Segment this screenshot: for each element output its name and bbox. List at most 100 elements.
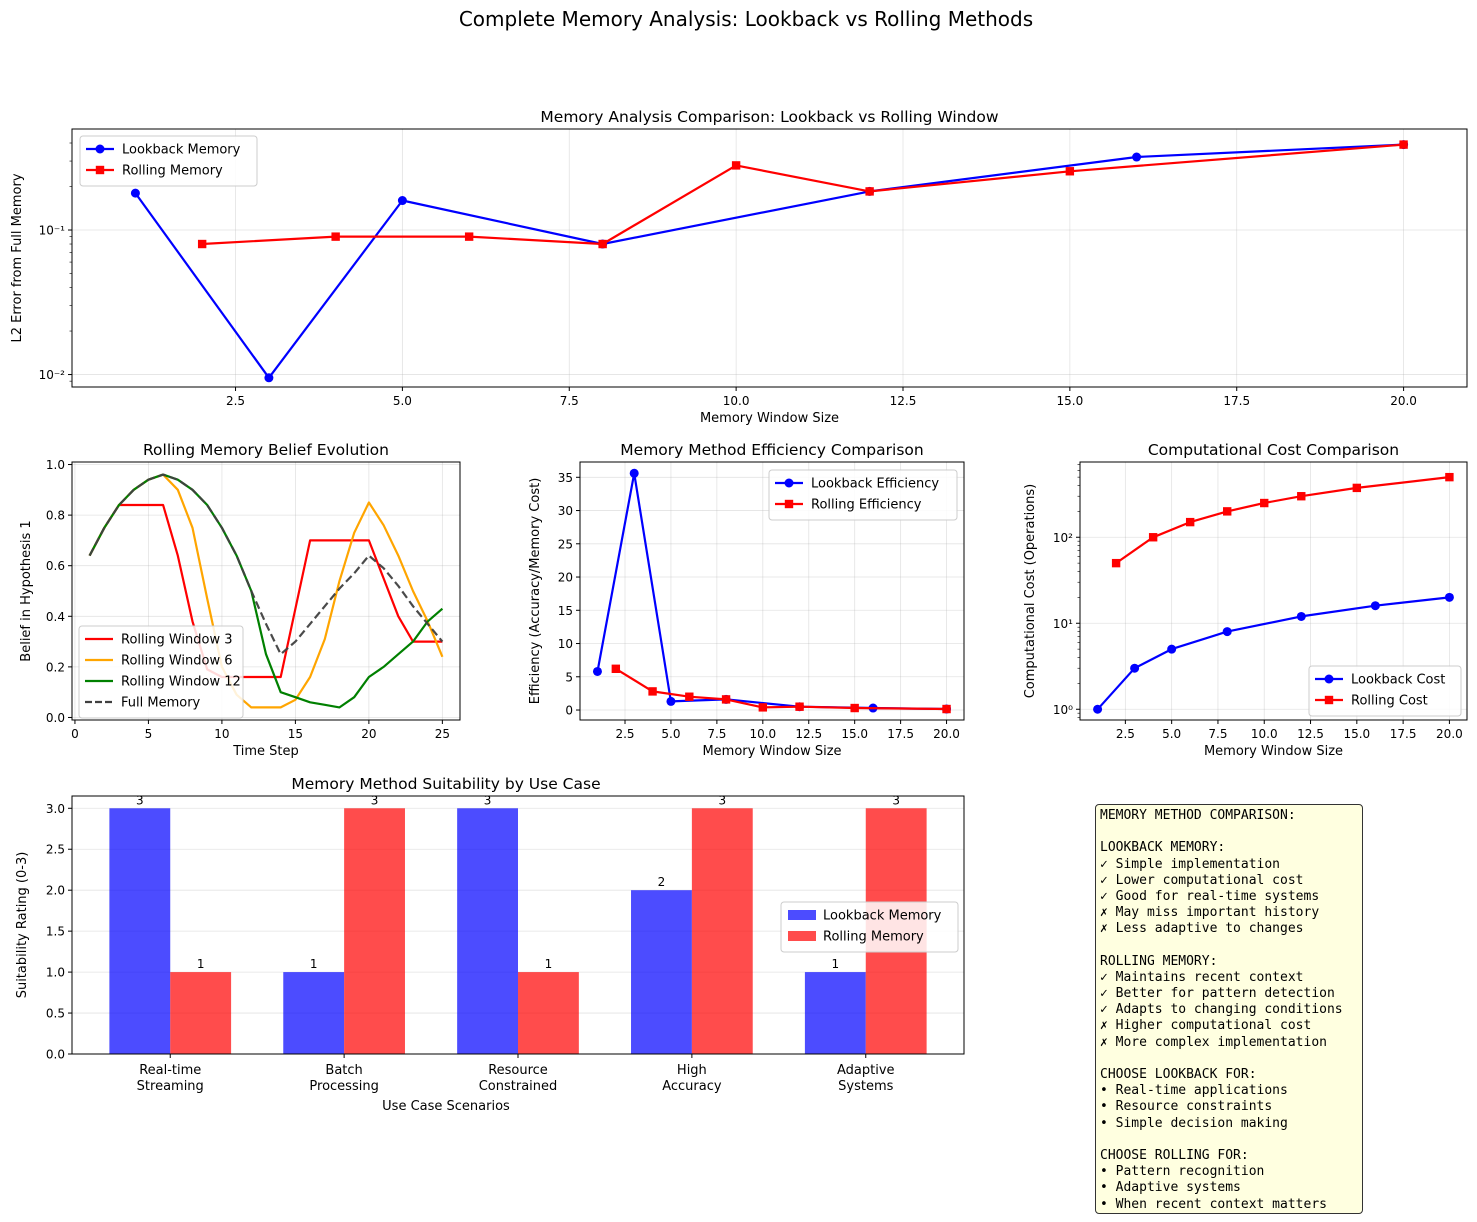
bar-value-label: 3 (718, 793, 726, 807)
tick-label-x: 12.5 (1297, 727, 1324, 741)
tick-label-x: 20 (361, 727, 376, 741)
legend-marker (784, 499, 794, 509)
chart-title: Memory Method Efficiency Comparison (620, 441, 923, 459)
chart-l2: 2.5 5.0 7.5 10.0 12.5 15.0 17.5 20.0 10⁻² 10⁻¹ Mem… (10, 108, 1468, 426)
tick-label-x: 15 (288, 727, 303, 741)
legend-marker (1324, 674, 1334, 684)
data-point (1399, 140, 1408, 149)
data-point (1445, 472, 1454, 482)
legend-marker (95, 165, 105, 175)
chart-cost: 2.5 5.0 7.5 10.0 12.5 15.0 17.5 20.0 10⁰ 10¹ 10² Co… (1023, 441, 1468, 759)
data-point (1370, 601, 1380, 611)
category-label: Systems (838, 1079, 893, 1094)
legend-box (1308, 665, 1462, 717)
tick-label-x: 7.5 (560, 394, 579, 408)
note-line: LOOKBACK MEMORY: (1100, 840, 1226, 856)
tick-label-x: 10 (214, 727, 229, 741)
data-point (758, 703, 768, 712)
data-point (795, 702, 804, 711)
tick-label-y: 0.6 (46, 559, 65, 573)
tick-label-x: 17.5 (1223, 394, 1250, 408)
note-line: ROLLING MEMORY: (1100, 953, 1218, 969)
category-label: High (677, 1063, 707, 1078)
axis-label-y: Suitability Rating (0-3) (15, 852, 30, 999)
bar-0-4 (804, 972, 866, 1054)
tick-label-x: 10.0 (749, 727, 776, 741)
data-point (592, 666, 602, 676)
tick-label-y: 2.0 (46, 884, 65, 898)
bar-value-label: 3 (484, 793, 492, 807)
tick-label-y: 0 (565, 704, 573, 718)
tick-label-y: 0.0 (46, 711, 65, 725)
bar-0-1 (283, 972, 345, 1054)
tick-label-x: 17.5 (1390, 727, 1417, 741)
note-line: ✓ Better for pattern detection (1100, 986, 1335, 1002)
data-point (331, 232, 340, 241)
tick-label-x: 20.0 (1436, 727, 1463, 741)
tick-label-y: 0.4 (46, 610, 65, 624)
data-point (629, 468, 639, 478)
note-line: • Pattern recognition (1100, 1164, 1265, 1180)
bar-value-label: 1 (832, 957, 840, 971)
note-line: • Adaptive systems (1100, 1180, 1241, 1196)
figure-suptitle: Complete Memory Analysis: Lookback vs Ro… (459, 7, 1033, 31)
tick-label-y: 15 (558, 604, 573, 618)
note-blank-line (1100, 938, 1358, 954)
data-point (264, 373, 274, 383)
tick-label-y: 10⁻² (39, 368, 66, 382)
tick-label-y: 0.8 (46, 509, 65, 523)
data-point (721, 695, 731, 704)
legend-entry-label: Rolling Window 6 (121, 654, 233, 669)
tick-label-y: 2.5 (46, 843, 65, 857)
note-line: ✓ Simple implementation (1100, 856, 1281, 872)
tick-label-y: 0.5 (46, 1007, 65, 1021)
data-point (1167, 644, 1177, 654)
tick-label-y: 1.0 (46, 458, 65, 472)
tick-label-y: 35 (558, 471, 573, 485)
legend-marker (95, 144, 105, 154)
category-label: Constrained (479, 1079, 558, 1094)
tick-label-x: 17.5 (887, 727, 914, 741)
tick-label-y: 0.0 (46, 1048, 65, 1062)
note-line: MEMORY METHOD COMPARISON: (1100, 808, 1296, 823)
bar-1-0 (170, 972, 232, 1054)
data-point (464, 232, 474, 241)
bar-1-3 (691, 808, 753, 1054)
data-point (1185, 517, 1195, 527)
chart-belief: 0 5 10 15 20 25 0.0 0.2 0.4 0.6 0.8 1.0 Rolling Memo… (19, 441, 461, 759)
tick-label-x: 2.5 (615, 727, 634, 741)
axis-label-y: Belief in Hypothesis 1 (19, 520, 34, 661)
axes-frame (1079, 461, 1468, 721)
bar-1-1 (344, 808, 405, 1054)
tick-label-x: 10.0 (723, 394, 750, 408)
axis-label-y: Computational Cost (Operations) (1023, 484, 1038, 699)
axes-frame (71, 128, 1468, 388)
tick-label-x: 15.0 (841, 727, 868, 741)
chart-title: Memory Analysis Comparison: Lookback vs … (540, 108, 998, 126)
bar-value-label: 1 (545, 957, 553, 971)
data-point (731, 161, 741, 170)
category-label: Adaptive (837, 1063, 895, 1078)
bar-0-2 (457, 808, 518, 1054)
series-line-3 (88, 473, 444, 656)
series-line-1 (1115, 476, 1450, 565)
legend-entry-label: Rolling Cost (1351, 694, 1428, 709)
axis-label-x: Memory Window Size (1204, 744, 1343, 759)
data-point (1111, 558, 1121, 568)
category-label: Resource (488, 1063, 548, 1078)
category-label: Real-time (139, 1063, 201, 1078)
tick-label-y: 10⁻¹ (39, 224, 66, 238)
tick-label-x: 12.5 (890, 394, 917, 408)
series-line-1 (202, 143, 1404, 246)
data-point (1297, 492, 1306, 501)
tick-label-y: 20 (558, 571, 573, 585)
bar-value-label: 3 (892, 793, 900, 807)
bar-1-2 (518, 972, 579, 1054)
note-line: CHOOSE ROLLING FOR: (1100, 1147, 1249, 1163)
data-point (850, 703, 859, 713)
axis-label-y: Efficiency (Accuracy/Memory Cost) (528, 478, 543, 705)
legend-swatch (788, 931, 816, 941)
data-point (1065, 167, 1075, 176)
tick-label-x: 2.5 (1116, 727, 1135, 741)
